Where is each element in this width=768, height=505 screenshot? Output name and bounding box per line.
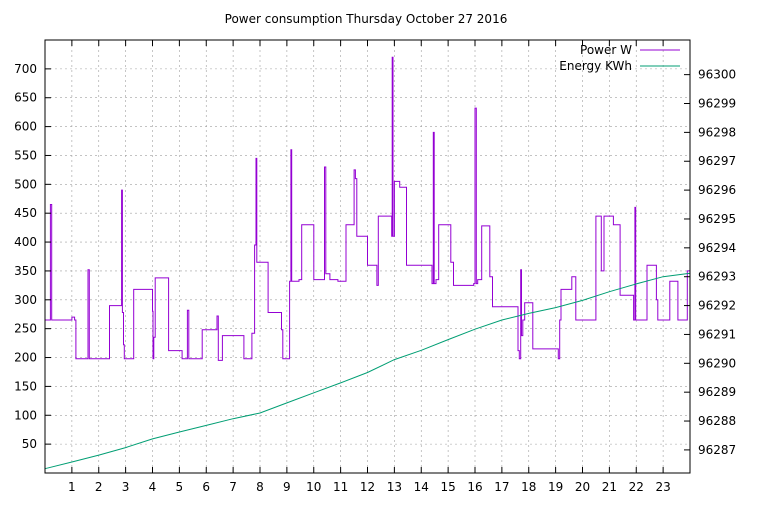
x-tick-label-19: 19 [548,480,563,494]
x-tick-label-14: 14 [414,480,429,494]
x-tick-label-11: 11 [333,480,348,494]
tick-layer: 1 2 3 4 5 6 7 8 9 10 11 12 13 14 15 16 17 18 19 20 21 22 23501… [14,40,736,494]
x-tick-label-9: 9 [283,480,291,494]
y2-tick-label-96291: 96291 [698,327,736,341]
y2-tick-label-96297: 96297 [698,154,736,168]
y2-tick-label-96292: 96292 [698,299,736,313]
y-tick-label-250: 250 [14,322,37,336]
x-tick-label-7: 7 [229,480,237,494]
x-tick-label-20: 20 [575,480,590,494]
y-tick-label-600: 600 [14,120,37,134]
y2-tick-label-96295: 96295 [698,212,736,226]
y-tick-label-200: 200 [14,351,37,365]
power-series-line [45,56,690,361]
x-tick-label-18: 18 [521,480,536,494]
y-tick-label-650: 650 [14,91,37,105]
y2-tick-label-96296: 96296 [698,183,736,197]
x-tick-label-23: 23 [655,480,670,494]
legend-label-power: Power W [580,43,632,57]
plot-border [44,39,691,474]
y-tick-label-50: 50 [22,437,37,451]
y-tick-label-550: 550 [14,148,37,162]
y-tick-label-700: 700 [14,62,37,76]
x-tick-label-16: 16 [467,480,482,494]
x-tick-label-5: 5 [176,480,184,494]
y2-tick-label-96290: 96290 [698,356,736,370]
y2-tick-label-96289: 96289 [698,385,736,399]
y-tick-label-350: 350 [14,264,37,278]
x-tick-label-22: 22 [629,480,644,494]
x-tick-label-4: 4 [149,480,157,494]
x-tick-label-2: 2 [95,480,103,494]
x-tick-label-8: 8 [256,480,264,494]
x-tick-label-21: 21 [602,480,617,494]
y-tick-label-100: 100 [14,408,37,422]
y2-tick-label-96294: 96294 [698,241,736,255]
energy-series-line [44,272,691,470]
series-layer [44,56,691,470]
x-tick-label-15: 15 [440,480,455,494]
y2-tick-label-96293: 96293 [698,270,736,284]
y-tick-label-150: 150 [14,379,37,393]
x-tick-label-1: 1 [68,480,76,494]
y-tick-label-500: 500 [14,177,37,191]
x-tick-label-10: 10 [306,480,321,494]
legend-label-energy: Energy KWh [559,59,632,73]
legend: Power W Energy KWh [559,43,680,73]
x-tick-label-17: 17 [494,480,509,494]
y-tick-label-450: 450 [14,206,37,220]
y2-tick-label-96288: 96288 [698,414,736,428]
y2-tick-label-96300: 96300 [698,68,736,82]
y-tick-label-400: 400 [14,235,37,249]
x-tick-label-13: 13 [387,480,402,494]
chart-title: Power consumption Thursday October 27 20… [225,12,508,26]
x-tick-label-12: 12 [360,480,375,494]
x-tick-label-3: 3 [122,480,130,494]
y2-tick-label-96298: 96298 [698,125,736,139]
y2-tick-label-96299: 96299 [698,97,736,111]
y2-tick-label-96287: 96287 [698,443,736,457]
y-tick-label-300: 300 [14,293,37,307]
x-tick-label-6: 6 [202,480,210,494]
